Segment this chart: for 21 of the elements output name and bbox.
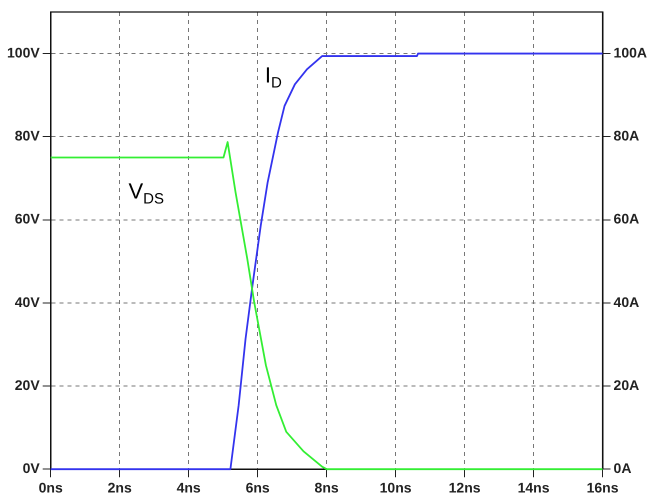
x-tick-label: 14ns	[518, 479, 550, 496]
y-tick-label: 0V	[22, 460, 40, 476]
x-tick-label: 6ns	[246, 479, 270, 496]
x-tick-label: 16ns	[586, 479, 619, 496]
y-tick-label: 60V	[14, 210, 40, 227]
x-tick-label: 10ns	[380, 479, 412, 496]
y-tick-label: 40V	[14, 294, 40, 310]
y2-tick-label: 40A	[614, 294, 640, 310]
y2-tick-label: 80A	[614, 128, 640, 144]
x-tick-label: 2ns	[108, 479, 132, 496]
y-tick-label: 100V	[6, 44, 40, 60]
x-tick-label: 0ns	[38, 479, 63, 496]
y-tick-label: 80V	[14, 128, 40, 144]
y2-tick-label: 60A	[614, 210, 640, 227]
x-tick-label: 8ns	[314, 479, 339, 496]
y2-tick-label: 0A	[614, 460, 632, 476]
y2-tick-label: 20A	[614, 376, 640, 393]
x-tick-label: 12ns	[448, 479, 481, 496]
y-tick-label: 20V	[14, 376, 40, 393]
x-tick-label: 4ns	[176, 479, 201, 496]
y2-tick-label: 100A	[614, 44, 647, 60]
